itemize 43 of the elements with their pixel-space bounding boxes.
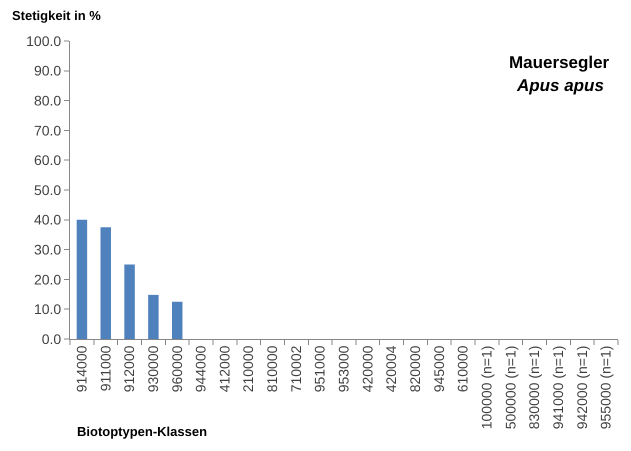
x-tick-label: 942000 (n=1) [574, 346, 590, 430]
x-tick-label: 100000 (n=1) [478, 346, 495, 430]
x-tick-label: 953000 [336, 345, 352, 392]
y-tick-label: 0.0 [42, 330, 62, 347]
x-tick-label: 951000 [312, 345, 328, 392]
x-tick-label: 810000 [264, 345, 280, 392]
x-tick-label: 710002 [288, 345, 304, 392]
x-tick-label: 930000 [144, 345, 161, 392]
bar [148, 294, 159, 339]
bar [100, 227, 111, 339]
x-tick-label: 911000 [97, 345, 114, 392]
x-tick-label: 820000 [407, 345, 424, 392]
y-tick-label: 50.0 [34, 182, 62, 198]
y-tick-label: 90.0 [34, 62, 62, 79]
bar [124, 264, 135, 339]
y-tick-label: 60.0 [34, 152, 62, 168]
y-tick-label: 10.0 [34, 301, 62, 318]
x-tick-label: 420004 [383, 345, 400, 392]
y-tick-label: 30.0 [34, 242, 62, 258]
x-tick-label: 500000 (n=1) [502, 346, 518, 430]
bar [172, 302, 182, 339]
x-tick-label: 945000 [430, 345, 447, 392]
x-tick-label: 420000 [359, 345, 376, 392]
x-tick-label: 412000 [216, 345, 232, 392]
y-tick-label: 20.0 [34, 271, 62, 288]
text: Mauersegler [509, 53, 610, 72]
x-tick-label: 944000 [192, 345, 209, 392]
x-tick-label: 941000 (n=1) [550, 346, 566, 430]
y-tick-label: 70.0 [34, 122, 62, 138]
x-tick-label: 960000 [168, 345, 185, 392]
y-tick-label: 40.0 [34, 212, 62, 228]
y-tick-label: 100.0 [26, 32, 62, 49]
x-tick-label: 912000 [121, 345, 138, 392]
x-tick-label: 955000 (n=1) [598, 346, 614, 430]
x-axis-title: Biotoptypen-Klassen [77, 424, 208, 439]
x-tick-label: 210000 [240, 345, 256, 392]
text: Apus apus [516, 76, 604, 95]
y-tick-label: 80.0 [34, 92, 62, 108]
y-axis-title: Stetigkeit in % [12, 8, 102, 23]
x-tick-label: 610000 [454, 345, 471, 392]
x-tick-label: 830000 (n=1) [526, 346, 542, 430]
bar [76, 220, 88, 339]
x-tick-label: 914000 [73, 345, 90, 392]
